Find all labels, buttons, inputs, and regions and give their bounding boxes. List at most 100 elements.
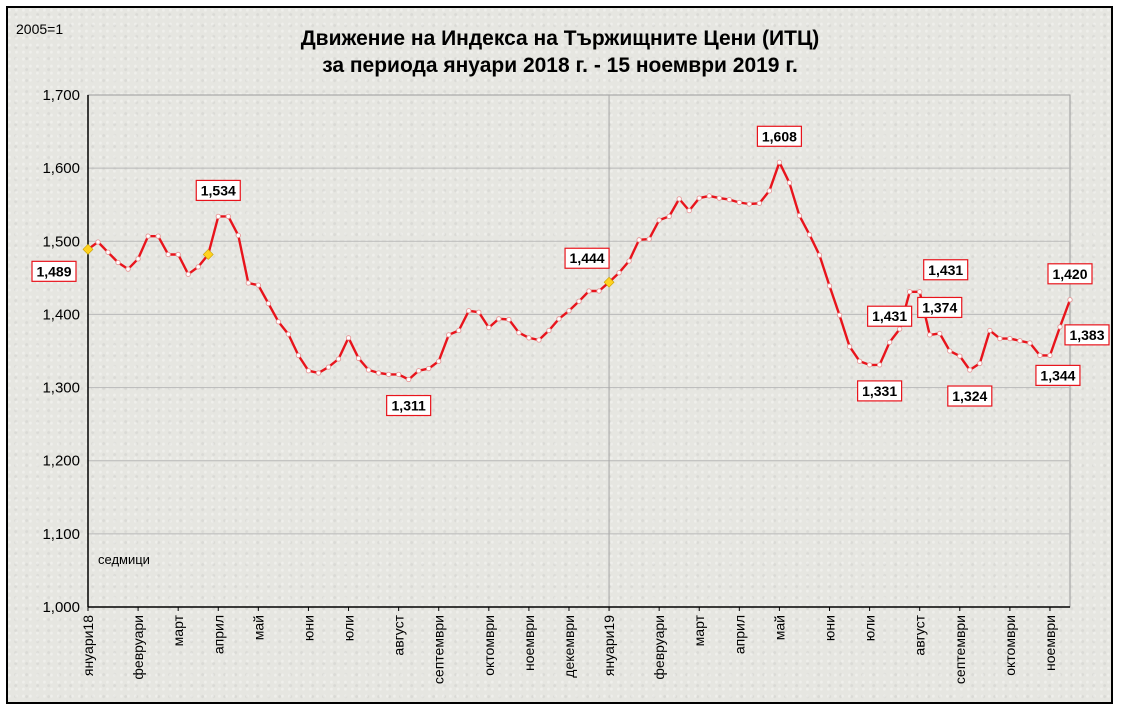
data-point: [265, 300, 272, 307]
data-point: [636, 237, 642, 243]
annotation-box: [756, 125, 803, 147]
data-point: [476, 309, 482, 315]
data-point: [175, 251, 181, 258]
data-point: [395, 371, 402, 378]
x-tick-label: март: [691, 614, 707, 646]
x-tick-label: юни: [300, 615, 316, 641]
data-point: [285, 331, 292, 337]
annotation-box: [1064, 324, 1110, 346]
data-point: [255, 282, 261, 288]
x-tick-label: май: [771, 615, 787, 640]
data-point: [1027, 340, 1033, 346]
data-point: [746, 201, 752, 207]
data-point: [466, 308, 472, 314]
data-point: [125, 266, 131, 272]
data-point: [826, 283, 833, 289]
x-axis-note: седмици: [98, 552, 150, 567]
x-tick-label: юни: [822, 615, 838, 641]
data-point: [155, 233, 161, 239]
data-point: [866, 362, 873, 368]
annotation-box: [564, 247, 610, 269]
x-tick-label: февруари: [651, 615, 667, 680]
data-point: [977, 360, 983, 367]
x-axis: януари18 февруари март април май юни юли август…: [80, 606, 1070, 684]
data-point: [95, 239, 101, 245]
data-point: [937, 330, 943, 337]
data-point: [806, 232, 813, 238]
data-point: [786, 180, 793, 186]
data-point: [115, 259, 121, 266]
data-point: [135, 256, 141, 262]
data-point: [676, 196, 682, 202]
data-point: [496, 316, 502, 322]
data-point: [526, 335, 532, 341]
data-point: [586, 288, 592, 294]
data-point: [766, 188, 773, 194]
annotation-text: 1,383: [1069, 327, 1104, 343]
data-point: [165, 251, 171, 258]
annotation-label: 1,489: [31, 260, 77, 282]
data-point: [987, 327, 993, 334]
annotation-box: [857, 380, 903, 402]
y-tick-label: 1,300: [42, 380, 80, 397]
data-point: [185, 271, 191, 277]
data-point: [406, 376, 412, 383]
data-point: [856, 358, 863, 364]
data-point: [305, 368, 312, 374]
data-point: [1067, 297, 1073, 303]
x-tick-label: декември: [561, 615, 577, 678]
annotation-text: 1,374: [922, 299, 957, 315]
annotation-text: 1,311: [392, 398, 426, 414]
data-point: [355, 355, 362, 361]
data-point: [375, 370, 382, 376]
x-tick-label: август: [912, 614, 928, 655]
data-point: [1007, 335, 1013, 342]
annotation-text: 1,420: [1052, 266, 1087, 282]
plot-area: [87, 94, 1071, 608]
data-point: [275, 319, 282, 325]
data-point: [446, 332, 452, 338]
x-tick-label: октомври: [481, 615, 497, 676]
data-point: [556, 316, 562, 322]
chart-frame: [6, 6, 1113, 704]
x-tick-label: октомври: [1002, 615, 1018, 676]
data-point: [796, 213, 803, 219]
annotation-text: 1,444: [570, 250, 605, 266]
x-tick-label: януари19: [601, 615, 617, 676]
annotation-label: 1,420: [1047, 263, 1093, 285]
y-tick-label: 1,700: [42, 87, 80, 104]
data-point: [295, 352, 302, 359]
data-point: [345, 335, 352, 341]
annotation-text: 1,431: [872, 308, 907, 324]
annotation-text: 1,331: [862, 383, 897, 399]
data-point: [105, 249, 111, 255]
data-point: [756, 200, 763, 206]
data-point: [456, 327, 462, 334]
x-tick-label: януари18: [80, 615, 96, 676]
data-point: [736, 199, 742, 206]
x-tick-label: май: [250, 615, 266, 640]
y-tick-label: 1,200: [42, 453, 80, 470]
annotation-box: [923, 259, 969, 281]
data-point: [967, 367, 973, 373]
data-point: [215, 213, 221, 220]
data-point: [1047, 352, 1053, 359]
data-point: [776, 159, 783, 165]
data-point: [927, 332, 933, 338]
data-point: [1037, 352, 1043, 359]
annotation-label: 1,331: [857, 380, 903, 402]
data-point: [335, 356, 342, 362]
data-point: [686, 207, 692, 214]
x-tick-label: ноември: [521, 615, 537, 671]
data-point: [536, 337, 542, 343]
data-point: [947, 348, 953, 354]
annotation-label: 1,444: [564, 247, 610, 269]
data-point: [696, 195, 702, 201]
annotation-box: [195, 179, 241, 202]
y-tick-label: 1,400: [42, 306, 80, 323]
data-point: [646, 236, 652, 242]
data-point: [195, 264, 201, 270]
data-point: [886, 339, 893, 345]
x-tick-label: септември: [431, 615, 447, 684]
